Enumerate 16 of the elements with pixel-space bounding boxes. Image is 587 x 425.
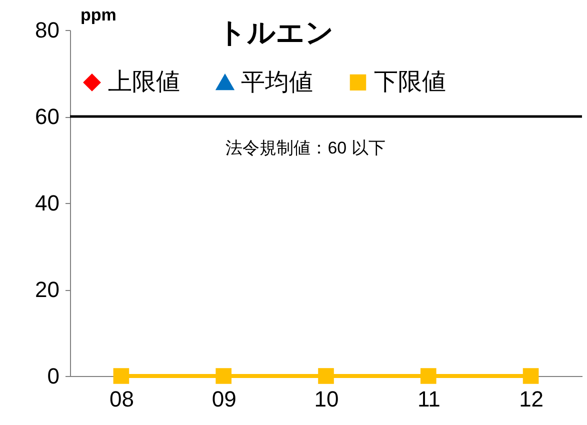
- x-tick-label: 12: [519, 386, 544, 412]
- x-tick-label: 08: [109, 386, 134, 412]
- legend-label: 下限値: [374, 68, 446, 96]
- y-tick-label: 60: [35, 104, 60, 129]
- legend-label: 平均値: [241, 68, 313, 96]
- y-tick-label: 80: [35, 18, 60, 42]
- y-tick-label: 0: [47, 364, 60, 388]
- y-axis-title: ppm: [80, 6, 116, 24]
- x-tick-label: 10: [314, 386, 339, 412]
- ref-line-label: 法令規制値：60 以下: [226, 138, 386, 158]
- y-tick-label: 20: [35, 277, 60, 302]
- legend-label: 上限値: [108, 68, 180, 96]
- y-tick-label: 40: [35, 190, 60, 216]
- chart-title: トルエン: [218, 17, 334, 48]
- x-tick-label: 09: [212, 386, 236, 412]
- x-tick-label: 11: [417, 386, 440, 412]
